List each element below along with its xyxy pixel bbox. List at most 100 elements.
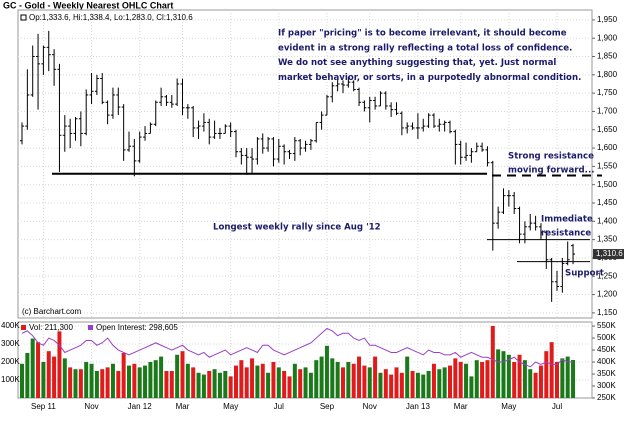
y2-tick-label: 250K xyxy=(597,393,616,402)
volume-bar xyxy=(431,363,436,398)
volume-bar xyxy=(30,338,35,398)
volume-bar xyxy=(169,370,174,398)
volume-bar xyxy=(287,376,292,398)
volume-bar xyxy=(522,360,527,398)
open-interest-line xyxy=(21,327,574,368)
volume-bar xyxy=(36,342,41,398)
volume-bar xyxy=(282,370,287,398)
y-tick-label: 1,250 xyxy=(597,271,618,280)
annotation: If paper "pricing" is to become irreleva… xyxy=(278,29,567,39)
annotation: Immediate xyxy=(541,215,593,225)
volume-bar xyxy=(185,363,190,398)
volume-bar xyxy=(308,372,313,398)
chart-title: GC - Gold - Weekly Nearest OHLC Chart xyxy=(3,0,173,10)
volume-bar xyxy=(105,367,110,398)
volume-bar xyxy=(437,369,442,398)
legend-label: Vol: 211,300 xyxy=(29,323,73,332)
annotation: market behavior, or sorts, in a purpoted… xyxy=(278,73,581,83)
volume-bar xyxy=(148,361,153,398)
volume-bar xyxy=(100,369,105,398)
y-tick-label: 1,200 xyxy=(597,290,618,299)
y-tick-label: 1,450 xyxy=(597,198,618,207)
volume-bar xyxy=(458,361,463,398)
volume-bar xyxy=(474,360,479,398)
volume-bar xyxy=(426,370,431,398)
x-tick-label: Nov xyxy=(84,402,98,411)
volume-bar xyxy=(78,369,83,398)
volume-bar xyxy=(341,367,345,398)
volume-bar xyxy=(410,370,415,398)
x-tick-label: Jul xyxy=(552,402,562,411)
volume-bar xyxy=(255,365,260,398)
volume-bar xyxy=(62,358,67,398)
volume-bar xyxy=(207,370,212,398)
y-tick-label: 1,900 xyxy=(597,33,618,42)
volume-bar xyxy=(314,360,319,398)
y-tick-label: 1,750 xyxy=(597,88,618,97)
volume-bar xyxy=(351,363,356,398)
volume-bar xyxy=(501,351,506,398)
volume-bar xyxy=(383,369,388,398)
y-tick-label: 1,800 xyxy=(597,70,618,79)
volume-bar xyxy=(373,356,378,398)
volume-bar xyxy=(159,356,164,398)
volume-bar xyxy=(271,361,276,398)
last-price-box xyxy=(593,249,624,260)
volume-bar xyxy=(480,361,485,398)
volume-bar xyxy=(464,363,469,398)
y2-tick-label: 550K xyxy=(597,321,616,330)
volume-bar xyxy=(84,361,89,398)
volume-bar xyxy=(68,367,73,398)
volume-bar xyxy=(180,351,185,398)
y-tick-label: 1,950 xyxy=(597,15,618,24)
x-tick-label: Nov xyxy=(363,402,377,411)
x-tick-label: May xyxy=(223,402,238,411)
volume-bar xyxy=(217,372,222,398)
volume-bar xyxy=(212,369,217,398)
volume-bar xyxy=(555,361,559,398)
volume-bar xyxy=(223,370,228,398)
x-tick-label: Jan 12 xyxy=(128,402,153,411)
volume-bar xyxy=(292,363,297,398)
volume-bar xyxy=(405,356,410,398)
volume-bar xyxy=(94,370,99,398)
annotation: moving forward... xyxy=(508,166,594,176)
annotation: Strong resistance xyxy=(508,152,594,162)
volume-bar xyxy=(191,367,196,398)
y-tick-label: 1,850 xyxy=(597,52,618,61)
volume-bar xyxy=(319,356,324,398)
volume-bar xyxy=(132,363,137,398)
price-panel xyxy=(17,9,593,319)
volume-bar xyxy=(485,360,490,398)
y-tick-label: 1,700 xyxy=(597,107,618,116)
volume-bar xyxy=(303,367,308,398)
y-tick-label: 1,350 xyxy=(597,235,618,244)
volume-bar xyxy=(528,369,533,398)
annotation: evident in a strong rally reflecting a t… xyxy=(278,43,572,53)
volume-bar xyxy=(565,356,570,398)
volume-bar xyxy=(175,354,180,398)
volume-bar xyxy=(153,360,158,398)
y2-tick-label: 400K xyxy=(597,357,616,366)
annotation: Longest weekly rally since Aug '12 xyxy=(213,223,381,233)
volume-bar xyxy=(276,367,281,398)
volume-bar xyxy=(260,363,265,398)
y-tick-label: 1,550 xyxy=(597,161,618,170)
volume-bar xyxy=(335,361,340,398)
y2-tick-label: 500K xyxy=(597,333,616,342)
volume-bar xyxy=(110,363,115,398)
volume-bar xyxy=(399,372,404,398)
volume-bar xyxy=(298,369,303,398)
volume-bar xyxy=(533,372,538,398)
volume-bar xyxy=(362,365,367,398)
volume-bar xyxy=(490,325,495,398)
x-tick-label: May xyxy=(501,402,516,411)
x-tick-label: Sep 11 xyxy=(31,402,56,411)
volume-bar xyxy=(116,370,121,398)
volume-bar xyxy=(367,367,372,398)
volume-bar xyxy=(20,363,24,398)
copyright: (c) Barchart.com xyxy=(22,307,81,316)
volume-bar xyxy=(137,367,142,398)
x-tick-label: Jul xyxy=(274,402,284,411)
y-tick-label: 1,500 xyxy=(597,180,618,189)
